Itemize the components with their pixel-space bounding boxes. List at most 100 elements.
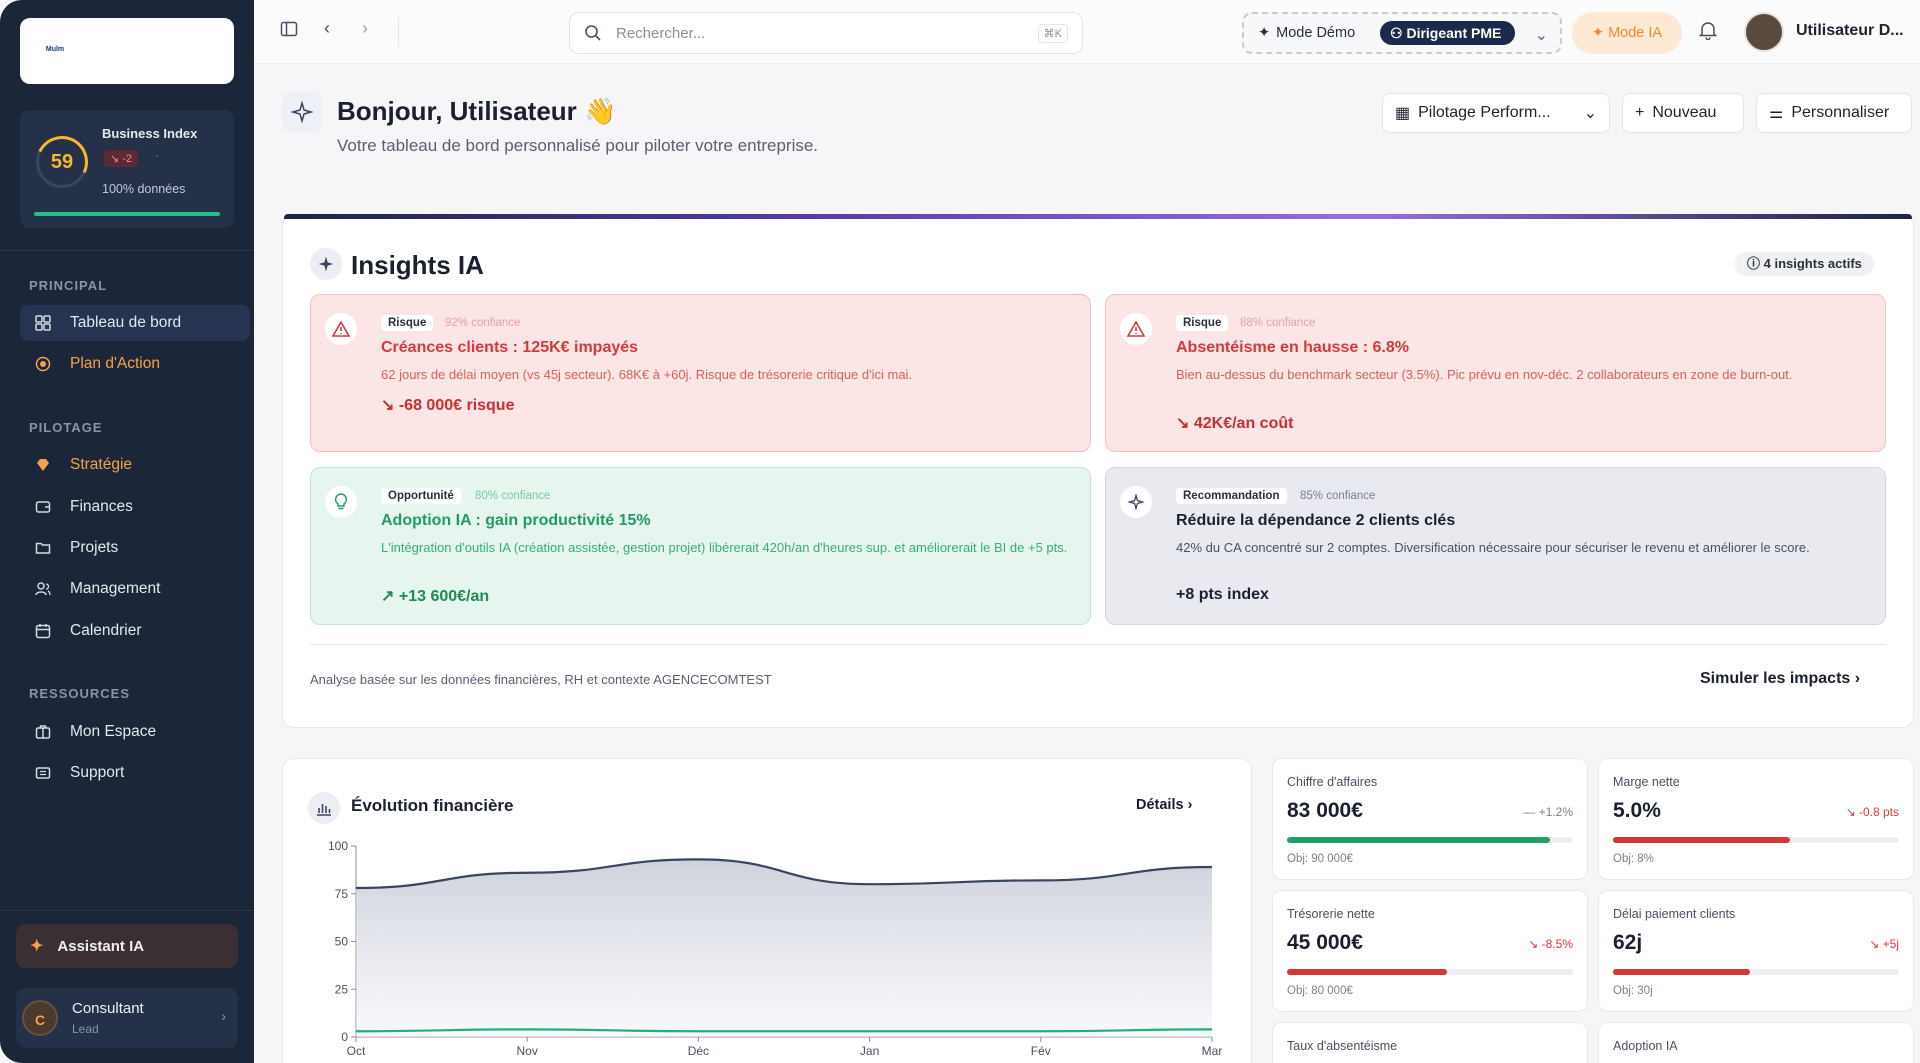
view-select[interactable]: ▦ Pilotage Perform... ⌄ bbox=[1382, 93, 1610, 133]
business-index-separator: · bbox=[155, 150, 159, 162]
sidebar-item-mon-espace[interactable]: Mon Espace bbox=[20, 714, 250, 750]
y-tick-label: 25 bbox=[335, 982, 349, 996]
divider bbox=[310, 644, 1886, 645]
kpi-objective: Obj: 80 000€ bbox=[1287, 985, 1353, 997]
user-role: Lead bbox=[72, 1022, 99, 1036]
kpi-progress-track bbox=[1287, 969, 1573, 975]
user-profile-card[interactable]: C Consultant Lead › bbox=[16, 988, 238, 1048]
y-tick-label: 100 bbox=[328, 839, 348, 853]
insight-card-absenteisme[interactable]: Risque 88% confiance Absentéisme en haus… bbox=[1105, 294, 1886, 452]
insights-count-badge: ⓘ 4 insights actifs bbox=[1735, 252, 1874, 276]
chevron-down-icon: ⌄ bbox=[1583, 105, 1597, 122]
kpi-card-tresorerie[interactable]: Trésorerie nette 45 000€ ↘ -8.5% Obj: 80… bbox=[1272, 890, 1588, 1012]
x-tick-label: Mar bbox=[1202, 1044, 1223, 1058]
logo-box[interactable]: Mulm bbox=[20, 18, 234, 84]
new-button[interactable]: + Nouveau bbox=[1622, 93, 1744, 133]
customize-button[interactable]: ⚌ Personnaliser bbox=[1756, 93, 1912, 133]
insight-card-dependance[interactable]: Recommandation 85% confiance Réduire la … bbox=[1105, 467, 1886, 625]
insight-description: 62 jours de délai moyen (vs 45j secteur)… bbox=[381, 367, 913, 382]
kpi-progress-track bbox=[1613, 837, 1899, 843]
kpi-value: 83 000€ bbox=[1287, 799, 1363, 822]
sidebar-item-calendrier[interactable]: Calendrier bbox=[20, 613, 250, 649]
area-fill bbox=[356, 859, 1212, 1037]
x-tick-label: Déc bbox=[688, 1044, 709, 1058]
assistant-label: Assistant IA bbox=[57, 937, 145, 955]
financial-evolution-chart: 0 25 50 75 100 Oct Nov Déc Jan Fév Mar bbox=[328, 839, 1223, 1058]
sparkles-icon: ✦ bbox=[1258, 25, 1271, 41]
sparkles-icon bbox=[310, 248, 342, 280]
role-text: Dirigeant PME bbox=[1406, 25, 1502, 41]
kpi-card-absenteisme[interactable]: Taux d'absentéisme bbox=[1272, 1022, 1588, 1063]
sidebar-toggle-icon[interactable] bbox=[280, 20, 298, 43]
kpi-card-ca[interactable]: Chiffre d'affaires 83 000€ — +1.2% Obj: … bbox=[1272, 758, 1588, 880]
kpi-value: 62j bbox=[1613, 931, 1643, 954]
kpi-progress-fill bbox=[1287, 969, 1448, 975]
grid-icon: ▦ bbox=[1395, 105, 1411, 122]
details-link[interactable]: Détails › bbox=[1136, 797, 1192, 813]
role-pill[interactable]: ⚇ Dirigeant PME bbox=[1380, 21, 1516, 45]
sidebar-item-label: Calendrier bbox=[70, 622, 142, 639]
insight-confidence: 88% confiance bbox=[1240, 317, 1316, 329]
business-index-title: Business Index bbox=[102, 126, 198, 141]
insight-value: +8 pts index bbox=[1176, 586, 1269, 603]
insight-tag: Opportunité bbox=[381, 488, 461, 504]
kpi-card-delai-paiement[interactable]: Délai paiement clients 62j ↘ +5j Obj: 30… bbox=[1598, 890, 1914, 1012]
demo-mode-selector[interactable]: ✦ Mode Démo ⚇ Dirigeant PME ⌄ bbox=[1242, 12, 1562, 54]
back-icon[interactable]: ‹ bbox=[324, 18, 330, 38]
users-icon bbox=[34, 580, 52, 598]
kpi-objective: Obj: 30j bbox=[1613, 985, 1653, 997]
avatar[interactable] bbox=[1744, 12, 1784, 52]
x-tick-label: Nov bbox=[517, 1044, 538, 1058]
divider bbox=[0, 250, 254, 251]
kpi-label: Adoption IA bbox=[1613, 1039, 1678, 1053]
sidebar-item-tableau-de-bord[interactable]: Tableau de bord bbox=[20, 305, 250, 341]
assistant-ia-button[interactable]: ✦ Assistant IA bbox=[16, 924, 238, 968]
ticket-icon bbox=[34, 764, 52, 782]
kpi-objective: Obj: 8% bbox=[1613, 853, 1654, 865]
mode-ia-button[interactable]: ✦ Mode IA bbox=[1572, 12, 1682, 54]
bar-chart-icon bbox=[308, 792, 340, 824]
target-icon bbox=[34, 355, 52, 373]
kpi-card-adoption-ia[interactable]: Adoption IA bbox=[1598, 1022, 1914, 1063]
sidebar-item-strategie[interactable]: Stratégie bbox=[20, 447, 250, 483]
sidebar-item-label: Projets bbox=[70, 539, 119, 556]
sidebar-item-projets[interactable]: Projets bbox=[20, 530, 250, 566]
kpi-delta: ↘ -0.8 pts bbox=[1845, 805, 1899, 819]
sliders-icon: ⚌ bbox=[1769, 105, 1784, 122]
insight-title: Adoption IA : gain productivité 15% bbox=[381, 512, 651, 529]
forward-icon[interactable]: › bbox=[362, 18, 368, 38]
chevron-right-icon: › bbox=[221, 1008, 226, 1024]
insight-value: ↘ 42K€/an coût bbox=[1176, 415, 1294, 432]
chevron-right-icon: › bbox=[1187, 797, 1193, 813]
demo-text: Mode Démo bbox=[1276, 25, 1356, 41]
topbar-user-name[interactable]: Utilisateur D... bbox=[1796, 22, 1904, 39]
search-input[interactable]: Rechercher... ⌘K bbox=[569, 12, 1083, 54]
section-ressources: RESSOURCES bbox=[29, 686, 131, 701]
insight-card-creances[interactable]: Risque 92% confiance Créances clients : … bbox=[310, 294, 1091, 452]
details-label: Détails bbox=[1136, 797, 1184, 813]
simulate-impacts-link[interactable]: Simuler les impacts › bbox=[1700, 670, 1860, 688]
folder-icon bbox=[34, 539, 52, 557]
insight-description: L'intégration d'outils IA (création assi… bbox=[381, 540, 1068, 555]
warning-icon bbox=[325, 313, 357, 345]
insight-title: Absentéisme en hausse : 6.8% bbox=[1176, 339, 1409, 356]
bell-icon[interactable] bbox=[1698, 20, 1718, 45]
sidebar-item-support[interactable]: Support bbox=[20, 755, 250, 791]
sidebar-item-label: Tableau de bord bbox=[70, 314, 182, 331]
sidebar-item-plan-action[interactable]: Plan d'Action bbox=[20, 346, 250, 382]
x-tick-label: Fév bbox=[1031, 1044, 1051, 1058]
sidebar-item-label: Mon Espace bbox=[70, 723, 157, 740]
kpi-delta: ↘ +5j bbox=[1869, 937, 1899, 951]
insight-value: ↘ -68 000€ risque bbox=[381, 397, 515, 414]
search-shortcut: ⌘K bbox=[1037, 24, 1068, 43]
sidebar-item-label: Stratégie bbox=[70, 456, 133, 473]
business-index-data: 100% données bbox=[102, 182, 186, 196]
kpi-card-marge[interactable]: Marge nette 5.0% ↘ -0.8 pts Obj: 8% bbox=[1598, 758, 1914, 880]
warning-icon bbox=[1120, 313, 1152, 345]
business-index-card[interactable]: 59 Business Index ↘ -2 · 100% données bbox=[20, 110, 234, 228]
sidebar-item-management[interactable]: Management bbox=[20, 571, 250, 607]
sidebar-item-finances[interactable]: Finances bbox=[20, 489, 250, 525]
insight-card-adoption-ia[interactable]: Opportunité 80% confiance Adoption IA : … bbox=[310, 467, 1091, 625]
sidebar-item-label: Plan d'Action bbox=[70, 355, 160, 372]
page-subtitle: Votre tableau de bord personnalisé pour … bbox=[337, 136, 819, 155]
